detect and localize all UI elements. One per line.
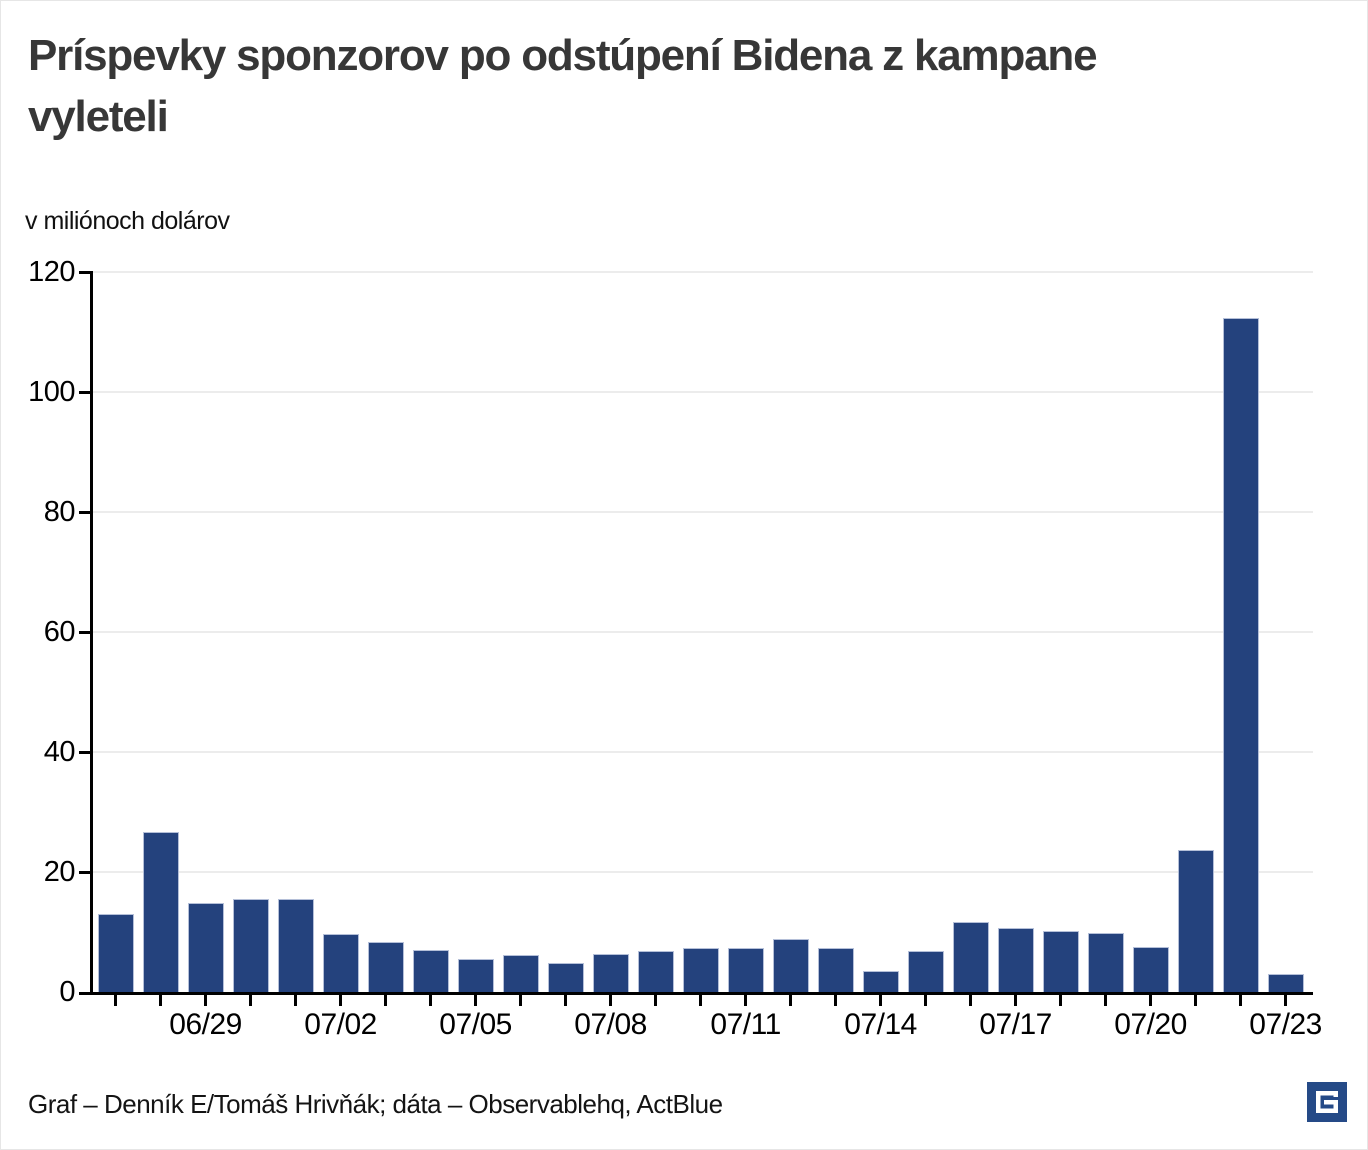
gridline-80 [93,511,1313,513]
x-tick-07-23 [1284,995,1288,1006]
y-tick-100 [79,390,93,394]
gridline-60 [93,631,1313,633]
y-axis-label-0: 0 [59,976,75,1008]
x-tick-07-18 [1059,995,1063,1006]
bar-07-13 [817,948,854,992]
x-tick-07-03 [384,995,388,1006]
bar-07-18 [1042,930,1079,992]
gridline-100 [93,391,1313,393]
gridline-20 [93,871,1313,873]
chart-title-line2: vyleteli [28,92,169,141]
bar-07-05 [457,959,494,992]
bar-07-22 [1222,318,1259,992]
x-tick-06-27 [114,995,118,1006]
y-axis-label-60: 60 [43,616,76,648]
y-axis-label-100: 100 [28,376,75,408]
x-tick-07-08 [609,995,613,1006]
y-axis-line [90,272,93,995]
x-tick-07-19 [1104,995,1108,1006]
chart-title-line1: Príspevky sponzorov po odstúpení Bidena … [28,31,1098,80]
y-tick-80 [79,510,93,514]
x-tick-07-09 [654,995,658,1006]
bar-06-27 [97,914,134,992]
x-tick-07-21 [1194,995,1198,1006]
bar-07-15 [907,950,944,992]
bar-07-12 [772,939,809,992]
x-tick-07-14 [879,995,883,1006]
bar-06-28 [142,831,179,992]
bar-07-03 [367,942,404,992]
bar-07-17 [997,927,1034,992]
gridline-40 [93,751,1313,753]
bar-07-04 [412,950,449,992]
y-tick-20 [79,870,93,874]
x-axis-label-07-11: 07/11 [710,1008,781,1041]
x-axis-label-07-05: 07/05 [439,1008,512,1041]
x-tick-07-06 [519,995,523,1006]
bar-07-23 [1267,974,1304,992]
bar-07-14 [862,971,899,992]
x-tick-07-17 [1014,995,1018,1006]
x-axis-label-06-29: 06/29 [169,1008,242,1041]
bar-07-08 [592,954,629,992]
x-tick-07-04 [429,995,433,1006]
x-axis-line [79,992,1313,995]
chart-title: Príspevky sponzorov po odstúpení Bidena … [28,25,1348,147]
bar-07-01 [277,899,314,992]
x-tick-06-29 [204,995,208,1006]
x-tick-07-15 [924,995,928,1006]
y-axis-label-20: 20 [43,856,76,888]
x-axis-label-07-08: 07/08 [574,1008,647,1041]
bar-07-06 [502,954,539,992]
x-tick-07-02 [339,995,343,1006]
y-axis-unit-label: v miliónoch dolárov [25,207,230,235]
x-tick-07-11 [744,995,748,1006]
x-tick-07-16 [969,995,973,1006]
bar-07-10 [682,947,719,992]
y-tick-60 [79,630,93,634]
bar-07-16 [952,921,989,992]
chart-credit: Graf – Denník E/Tomáš Hrivňák; dáta – Ob… [28,1089,723,1119]
bar-07-21 [1177,850,1214,992]
bar-07-19 [1087,932,1124,992]
bar-06-30 [232,899,269,992]
y-axis-label-40: 40 [43,736,76,768]
bar-07-02 [322,934,359,992]
dennik-e-logo-icon [1307,1082,1347,1122]
x-axis-label-07-23: 07/23 [1249,1008,1322,1041]
x-tick-07-22 [1239,995,1243,1006]
bar-07-07 [547,963,584,992]
x-axis-label-07-17: 07/17 [979,1008,1052,1041]
bar-07-20 [1132,947,1169,992]
x-tick-07-01 [294,995,298,1006]
gridline-120 [93,271,1313,273]
x-tick-07-13 [834,995,838,1006]
x-tick-06-28 [159,995,163,1006]
y-axis-label-80: 80 [43,496,76,528]
x-tick-07-20 [1149,995,1153,1006]
y-tick-40 [79,750,93,754]
x-axis-label-07-02: 07/02 [304,1008,377,1041]
bar-07-11 [727,947,764,992]
x-tick-07-07 [564,995,568,1006]
x-axis-label-07-20: 07/20 [1114,1008,1187,1041]
x-axis-label-07-14: 07/14 [844,1008,917,1041]
bar-06-29 [187,903,224,992]
x-tick-07-12 [789,995,793,1006]
bar-07-09 [637,950,674,992]
x-tick-07-05 [474,995,478,1006]
y-axis-label-120: 120 [28,256,75,288]
x-tick-07-10 [699,995,703,1006]
x-tick-06-30 [249,995,253,1006]
y-tick-120 [79,270,93,274]
